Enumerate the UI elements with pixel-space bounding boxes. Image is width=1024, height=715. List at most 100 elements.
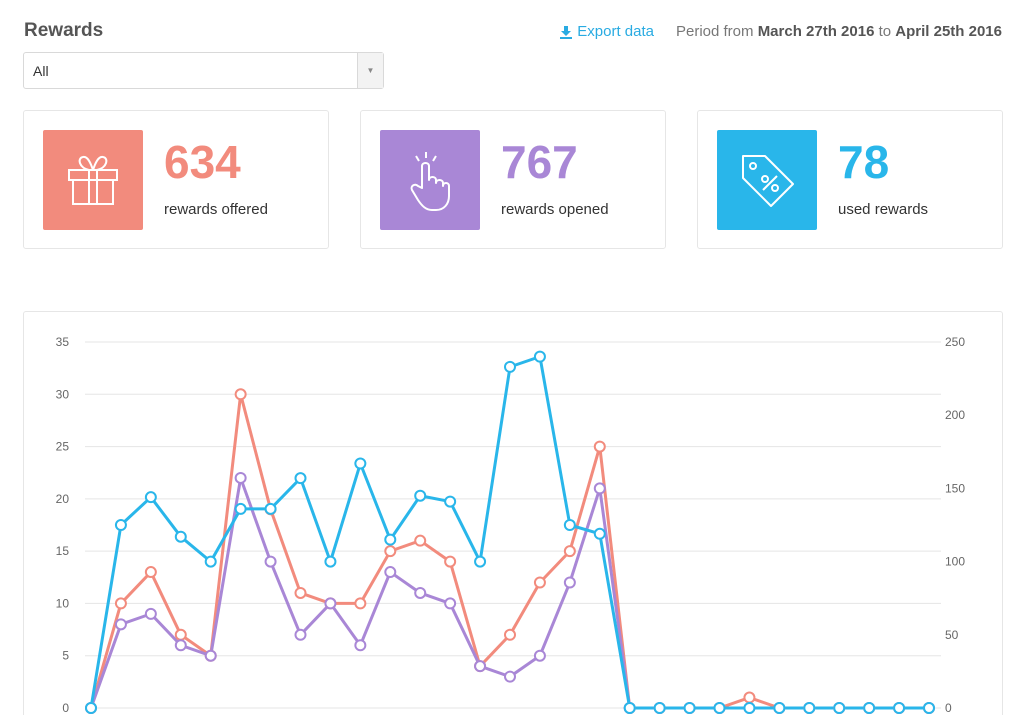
data-point-series-2 bbox=[234, 502, 247, 515]
left-axis-tick: 0 bbox=[62, 701, 69, 715]
gift-icon bbox=[43, 130, 143, 230]
download-icon bbox=[560, 25, 573, 39]
stat-card-used: 78 used rewards bbox=[697, 110, 1003, 249]
right-axis-tick: 200 bbox=[945, 408, 965, 422]
data-point-series-2 bbox=[85, 702, 97, 714]
data-point-series-0 bbox=[504, 628, 516, 641]
data-point-series-2 bbox=[384, 533, 397, 546]
data-point-series-2 bbox=[773, 702, 786, 714]
data-point-series-1 bbox=[533, 649, 546, 662]
data-point-series-1 bbox=[414, 586, 427, 599]
right-axis-tick: 0 bbox=[945, 701, 952, 715]
data-point-series-2 bbox=[593, 527, 606, 540]
header-actions: Export data Period from March 27th 2016 … bbox=[559, 23, 1002, 40]
data-point-series-2 bbox=[653, 702, 666, 714]
left-axis-tick: 20 bbox=[56, 492, 70, 506]
data-point-series-1 bbox=[174, 639, 187, 652]
rewards-opened-value: 767 bbox=[501, 136, 578, 188]
data-point-series-0 bbox=[743, 691, 756, 704]
data-point-series-0 bbox=[234, 388, 247, 401]
left-axis-tick: 30 bbox=[56, 387, 70, 401]
data-point-series-2 bbox=[474, 555, 487, 568]
left-axis-tick: 25 bbox=[56, 440, 70, 454]
page-title: Rewards bbox=[24, 20, 104, 41]
data-point-series-1 bbox=[354, 639, 367, 652]
right-axis-tick: 100 bbox=[945, 555, 965, 569]
rewards-chart-card: 0 5 10 15 20 25 30 35 0 50 100 150 200 250 bbox=[23, 311, 1003, 715]
data-point-series-1 bbox=[264, 555, 277, 568]
data-point-series-2 bbox=[623, 702, 636, 714]
reward-filter-value: All bbox=[33, 63, 49, 79]
data-point-series-0 bbox=[444, 555, 457, 568]
data-point-series-0 bbox=[533, 576, 546, 589]
data-point-series-1 bbox=[384, 566, 397, 579]
data-point-series-2 bbox=[713, 702, 726, 714]
data-point-series-2 bbox=[174, 530, 187, 543]
rewards-opened-label: rewards opened bbox=[501, 201, 609, 218]
rewards-offered-label: rewards offered bbox=[164, 201, 268, 218]
data-point-series-2 bbox=[863, 702, 876, 714]
data-point-series-1 bbox=[144, 607, 157, 620]
data-point-series-1 bbox=[444, 597, 457, 610]
data-point-series-1 bbox=[563, 576, 576, 589]
data-point-series-0 bbox=[593, 440, 606, 453]
data-point-series-1 bbox=[204, 649, 217, 662]
stat-card-offered: 634 rewards offered bbox=[23, 110, 329, 249]
pointer-hand-icon bbox=[380, 130, 480, 230]
data-point-series-1 bbox=[114, 618, 127, 631]
data-point-series-0 bbox=[563, 545, 576, 558]
left-axis-tick: 35 bbox=[56, 335, 70, 349]
export-data-label: Export data bbox=[577, 23, 654, 40]
used-rewards-value: 78 bbox=[838, 136, 890, 188]
stat-card-opened: 767 rewards opened bbox=[360, 110, 666, 249]
data-point-series-0 bbox=[144, 566, 157, 579]
data-point-series-2 bbox=[354, 457, 367, 470]
data-point-series-2 bbox=[833, 702, 846, 714]
right-axis-tick: 50 bbox=[945, 628, 959, 642]
data-point-series-1 bbox=[474, 660, 487, 673]
data-point-series-2 bbox=[504, 360, 516, 373]
rewards-line-chart: 0 5 10 15 20 25 30 35 0 50 100 150 200 250 bbox=[56, 335, 966, 715]
data-point-series-0 bbox=[294, 586, 307, 599]
period-start: March 27th 2016 bbox=[757, 23, 875, 40]
discount-tag-icon bbox=[717, 130, 817, 230]
right-axis-tick: 250 bbox=[945, 335, 965, 349]
data-point-series-2 bbox=[743, 702, 756, 714]
data-point-series-2 bbox=[204, 555, 217, 568]
data-point-series-1 bbox=[234, 471, 247, 484]
left-axis-tick: 10 bbox=[56, 596, 70, 610]
data-point-series-2 bbox=[923, 702, 935, 714]
data-point-series-2 bbox=[563, 519, 576, 531]
data-point-series-1 bbox=[294, 628, 307, 641]
left-axis-tick: 5 bbox=[62, 649, 69, 663]
period-prefix: Period from bbox=[675, 23, 758, 40]
used-rewards-label: used rewards bbox=[838, 201, 929, 218]
data-point-series-1 bbox=[504, 670, 516, 683]
data-point-series-2 bbox=[533, 350, 546, 363]
data-point-series-2 bbox=[414, 489, 427, 502]
period-separator: to bbox=[874, 23, 896, 40]
data-point-series-1 bbox=[593, 482, 606, 495]
data-point-series-2 bbox=[294, 472, 307, 485]
right-axis-tick: 150 bbox=[945, 481, 965, 495]
reward-filter-select[interactable]: All ▼ bbox=[23, 52, 384, 89]
export-data-link[interactable]: Export data bbox=[559, 23, 654, 40]
left-axis-tick: 15 bbox=[56, 544, 70, 558]
data-point-series-2 bbox=[264, 502, 277, 515]
rewards-offered-value: 634 bbox=[164, 136, 241, 188]
data-point-series-0 bbox=[174, 628, 187, 641]
data-point-series-0 bbox=[114, 597, 127, 610]
data-point-series-0 bbox=[414, 534, 427, 547]
data-point-series-0 bbox=[354, 597, 367, 610]
period-range: Period from March 27th 2016 to April 25t… bbox=[676, 23, 1002, 40]
period-end: April 25th 2016 bbox=[895, 23, 1002, 40]
data-point-series-2 bbox=[324, 555, 337, 568]
chevron-down-icon[interactable]: ▼ bbox=[357, 53, 383, 88]
data-point-series-0 bbox=[384, 545, 397, 558]
data-point-series-2 bbox=[114, 519, 127, 531]
data-point-series-2 bbox=[444, 495, 457, 508]
data-point-series-2 bbox=[893, 702, 906, 714]
data-point-series-2 bbox=[144, 491, 157, 504]
data-point-series-1 bbox=[324, 597, 337, 610]
data-point-series-2 bbox=[683, 702, 696, 714]
